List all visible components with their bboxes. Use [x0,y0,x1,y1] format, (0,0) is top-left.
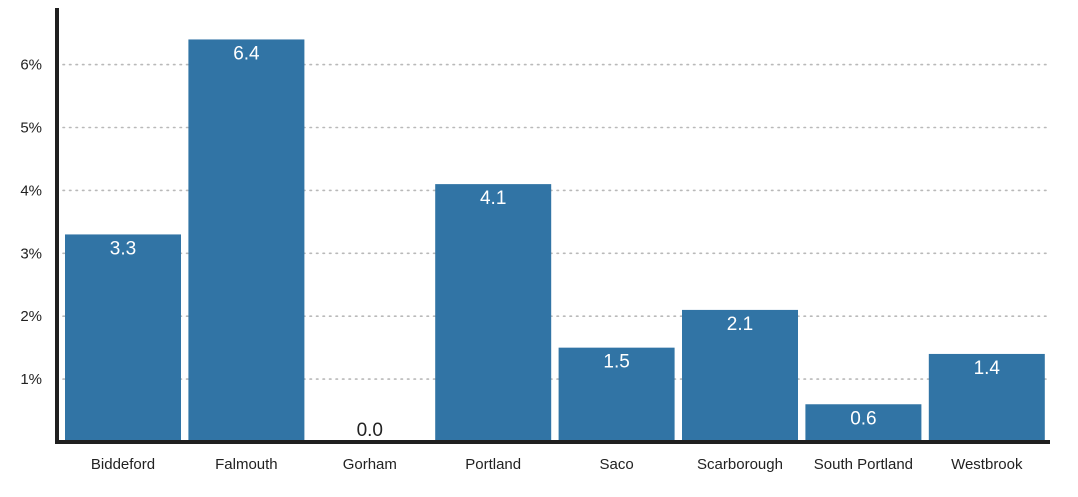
bar [928,353,1045,442]
y-tick-label: 2% [20,308,42,325]
x-axis-ticks: Biddeford Falmouth Gorham Portland Saco Scarb… [91,456,1023,473]
bar [682,309,798,442]
data-label: 4.1 [480,188,506,209]
bars [65,39,1045,442]
bar [65,234,181,442]
data-label: 1.4 [974,358,1001,379]
data-label: 6.4 [233,43,260,64]
y-tick-label: 3% [20,245,42,262]
x-tick-label: Scarborough [697,456,783,473]
x-tick-label: Westbrook [951,456,1023,473]
data-labels: 3.3 6.4 0.0 4.1 1.5 2.1 0.6 1.4 [110,43,1001,441]
y-axis-ticks: 1% 2% 3% 4% 5% 6% [20,57,42,388]
y-tick-label: 4% [20,182,42,199]
y-tick-label: 5% [20,120,42,137]
bar [435,184,552,442]
x-tick-label: Falmouth [215,456,278,473]
y-tick-label: 6% [20,57,42,74]
data-label: 0.0 [357,420,383,441]
data-label: 3.3 [110,238,136,259]
data-label: 1.5 [603,352,629,373]
y-tick-label: 1% [20,371,42,388]
bar [558,347,675,442]
x-tick-label: Gorham [343,456,397,473]
x-tick-label: Biddeford [91,456,155,473]
x-tick-label: Portland [465,456,521,473]
data-label: 2.1 [727,314,753,335]
x-tick-label: Saco [599,456,633,473]
bar [805,404,922,442]
bar [188,39,305,442]
data-label: 0.6 [850,408,876,429]
x-tick-label: South Portland [814,456,913,473]
